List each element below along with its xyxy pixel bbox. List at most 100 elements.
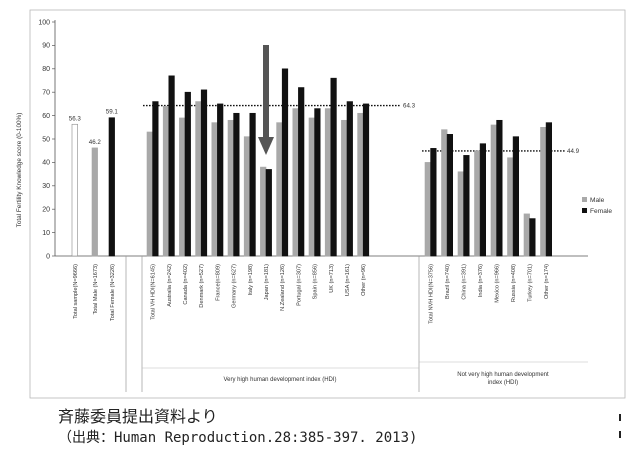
y-tick-label: 60 xyxy=(42,113,50,120)
bar-male xyxy=(243,136,251,257)
bar-female xyxy=(217,103,224,257)
y-tick-label: 0 xyxy=(46,253,50,260)
category-label: Other (n=96) xyxy=(361,264,367,296)
bar-male xyxy=(357,112,364,257)
group-label-nvh-hdi-line1: Not very high human development xyxy=(457,372,549,378)
bar-female xyxy=(265,169,272,257)
bars xyxy=(71,68,552,257)
legend-swatch-male xyxy=(582,197,587,202)
bar-female xyxy=(512,136,519,257)
category-label: Japan (n=181) xyxy=(264,264,270,300)
caption-source-note: 斉藤委員提出資料より xyxy=(58,407,218,426)
bar-female xyxy=(233,112,240,257)
bar-male xyxy=(292,108,299,257)
caption-citation: （出典：Human Reproduction.28:385-397. 2013) xyxy=(58,430,418,446)
y-tick-label: 90 xyxy=(42,43,50,50)
category-label: Russia (n=408) xyxy=(511,264,517,302)
group-label-nvh-hdi-line2: index (HDI) xyxy=(488,380,518,386)
bar-male xyxy=(540,127,547,257)
category-label: Total sample(N=9666) xyxy=(73,264,79,319)
bar-female xyxy=(314,108,321,257)
bar-male xyxy=(341,119,348,257)
y-tick-label: 100 xyxy=(38,19,50,26)
category-label: Italy (n=198) xyxy=(248,264,254,295)
bar-male xyxy=(146,131,153,257)
category-label: India (n=376) xyxy=(478,264,484,297)
legend-label-male: Male xyxy=(590,197,605,204)
bar-female xyxy=(529,218,536,257)
data-label-total: 56.3 xyxy=(69,115,82,122)
bar-female xyxy=(249,112,256,257)
bar-male xyxy=(457,171,464,257)
bar-male xyxy=(179,117,186,257)
category-label: Total Female (N=3226) xyxy=(110,264,116,321)
y-tick-label: 30 xyxy=(42,183,50,190)
bar-male xyxy=(441,129,448,257)
category-label: China (n=391) xyxy=(462,264,468,300)
category-label: Canada (n=402) xyxy=(183,264,189,305)
bar-male xyxy=(324,108,332,257)
y-tick-label: 80 xyxy=(42,66,50,73)
data-label-total: 59.1 xyxy=(106,109,119,116)
bar-female xyxy=(463,155,470,257)
group-dividers: Very high human development index (HDI) N… xyxy=(125,256,588,392)
category-label: Denmark (n=527) xyxy=(199,264,205,308)
edge-mark-bottom xyxy=(619,431,621,438)
legend: Male Female xyxy=(582,197,612,215)
category-labels: Total sample(N=9666) Total Male (N=1673) T… xyxy=(73,264,550,324)
category-label: Spain (n=856) xyxy=(313,264,319,299)
bar-female xyxy=(430,148,437,257)
bar-male xyxy=(211,122,218,257)
fertility-knowledge-chart: 0 10 20 30 40 50 60 70 80 90 100 64.3 44.9 56.3 46.2… xyxy=(16,9,626,399)
bar-female xyxy=(298,87,305,257)
data-label-total: 46.2 xyxy=(89,139,102,146)
bar-male xyxy=(276,122,283,257)
bar-total xyxy=(108,117,115,257)
arrow-head xyxy=(258,137,274,155)
category-label: Turkey (n=701) xyxy=(528,264,534,302)
category-label: Other (n=174) xyxy=(544,264,550,299)
reference-label-vh-hdi: 64.3 xyxy=(403,103,416,110)
y-axis-label: Total Fertility Knowledge score (0-100%) xyxy=(16,113,23,228)
bar-male xyxy=(195,101,202,257)
y-tick-label: 70 xyxy=(42,90,50,97)
category-label: Total VH HDI(N=6145) xyxy=(151,264,157,320)
category-label: Australia (n=242) xyxy=(167,264,173,307)
category-label: N.Zealand (n=126) xyxy=(280,264,286,311)
bar-male xyxy=(308,117,315,257)
category-label: Total Male (N=1673) xyxy=(93,264,99,315)
y-tick-label: 40 xyxy=(42,160,50,167)
bar-total xyxy=(91,147,98,257)
category-label: UK (n=713) xyxy=(329,264,335,293)
bar-male xyxy=(490,124,497,257)
legend-label-female: Female xyxy=(590,208,612,215)
bar-female xyxy=(446,134,454,257)
y-tick-label: 20 xyxy=(42,207,50,214)
bar-male xyxy=(523,213,530,257)
bar-female xyxy=(346,101,353,257)
y-tick-label: 10 xyxy=(42,230,50,237)
bar-male xyxy=(227,119,234,257)
bar-female xyxy=(330,77,337,257)
bar-male xyxy=(474,150,481,257)
y-tick-label: 50 xyxy=(42,136,50,143)
arrow-shaft xyxy=(263,45,269,137)
category-label: Total NVH HDI(N=3756) xyxy=(429,264,435,324)
bar-male xyxy=(424,162,431,257)
category-label: Germany (n=627) xyxy=(232,264,238,308)
bar-total xyxy=(71,123,78,257)
data-labels: 56.3 46.2 59.1 xyxy=(69,109,119,146)
bar-female xyxy=(281,68,289,257)
bar-male xyxy=(162,105,170,257)
group-label-vh-hdi: Very high human development index (HDI) xyxy=(223,377,336,383)
category-label: Portugal (n=307) xyxy=(296,264,302,306)
bar-female xyxy=(545,122,552,257)
legend-swatch-female xyxy=(582,208,587,213)
bar-female xyxy=(168,75,175,257)
bar-female xyxy=(496,119,503,257)
japan-arrow-annotation xyxy=(258,45,274,155)
bar-female xyxy=(152,101,159,257)
bar-female xyxy=(200,89,208,257)
reference-label-nvh-hdi: 44.9 xyxy=(567,148,580,155)
bar-female xyxy=(362,103,370,257)
